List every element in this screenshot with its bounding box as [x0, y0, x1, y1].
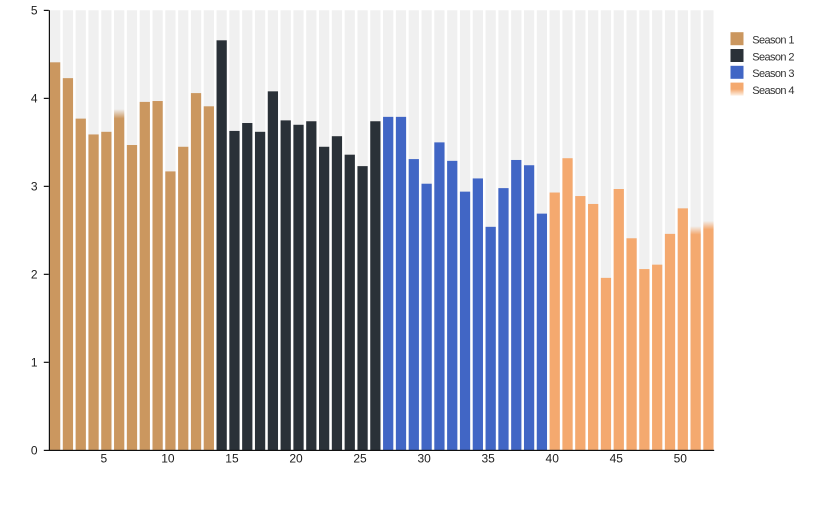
- svg-text:25: 25: [353, 452, 367, 466]
- svg-text:Season 3: Season 3: [752, 68, 794, 80]
- svg-text:15: 15: [225, 452, 239, 466]
- svg-text:5: 5: [101, 452, 108, 466]
- svg-text:30: 30: [417, 452, 431, 466]
- svg-text:Season 2: Season 2: [752, 51, 794, 63]
- svg-text:45: 45: [610, 452, 624, 466]
- svg-text:50: 50: [674, 452, 688, 466]
- svg-text:3: 3: [31, 180, 38, 194]
- svg-text:35: 35: [481, 452, 495, 466]
- svg-text:5: 5: [31, 4, 38, 18]
- svg-text:1: 1: [31, 356, 38, 370]
- svg-text:Season 4: Season 4: [752, 85, 794, 97]
- svg-text:40: 40: [546, 452, 560, 466]
- svg-text:2: 2: [31, 268, 38, 282]
- svg-text:0: 0: [31, 444, 38, 458]
- svg-text:10: 10: [161, 452, 175, 466]
- svg-text:4: 4: [31, 92, 38, 106]
- svg-text:20: 20: [289, 452, 303, 466]
- svg-text:Season 1: Season 1: [752, 35, 794, 47]
